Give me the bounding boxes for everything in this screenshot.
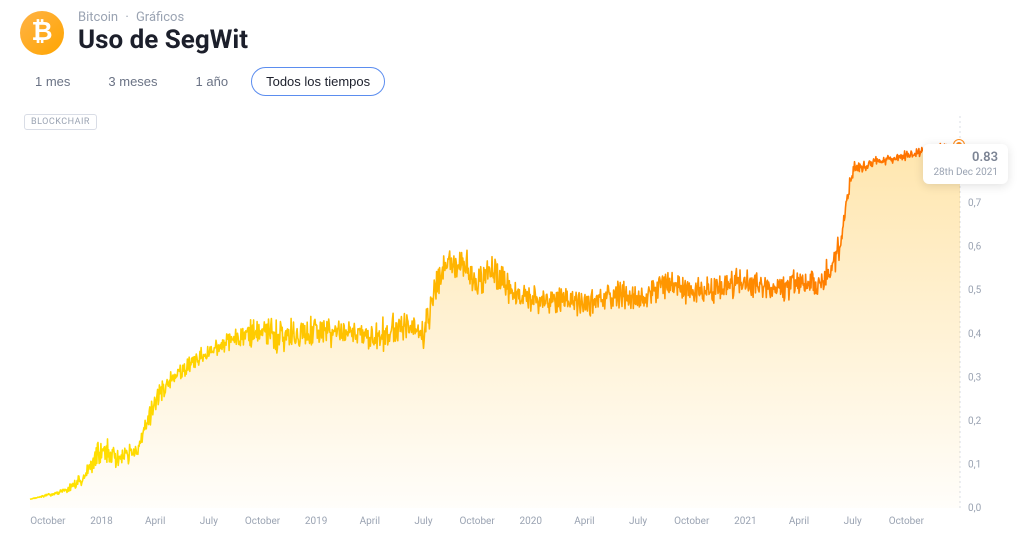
svg-text:April: April xyxy=(574,516,594,527)
tooltip-date: 28th Dec 2021 xyxy=(933,167,998,178)
svg-text:2019: 2019 xyxy=(305,516,327,527)
svg-text:July: July xyxy=(414,516,432,527)
tooltip-value: 0.83 xyxy=(933,150,998,165)
svg-text:0,5: 0,5 xyxy=(968,285,982,296)
svg-text:July: July xyxy=(844,516,862,527)
svg-text:October: October xyxy=(30,516,66,527)
tab-all[interactable]: Todos los tiempos xyxy=(251,67,385,96)
svg-text:2021: 2021 xyxy=(734,516,756,527)
svg-text:0,7: 0,7 xyxy=(968,198,982,209)
svg-text:0,2: 0,2 xyxy=(968,416,982,427)
svg-text:April: April xyxy=(360,516,380,527)
page-title: Uso de SegWit xyxy=(78,25,248,55)
svg-text:July: July xyxy=(200,516,218,527)
time-range-tabs: 1 mes 3 meses 1 año Todos los tiempos xyxy=(0,59,1024,108)
svg-text:0,1: 0,1 xyxy=(968,459,981,470)
breadcrumb-coin[interactable]: Bitcoin xyxy=(78,10,118,25)
watermark-badge: BLOCKCHAIR xyxy=(24,114,97,130)
breadcrumb: Bitcoin · Gráficos xyxy=(78,10,248,25)
svg-text:0,4: 0,4 xyxy=(968,329,982,340)
breadcrumb-sep: · xyxy=(125,10,128,25)
svg-text:2018: 2018 xyxy=(90,516,113,527)
svg-text:2020: 2020 xyxy=(520,516,543,527)
header: ₿ Bitcoin · Gráficos Uso de SegWit xyxy=(0,0,1024,59)
svg-text:0,6: 0,6 xyxy=(968,242,982,253)
svg-text:October: October xyxy=(245,516,281,527)
svg-text:October: October xyxy=(459,516,495,527)
tab-1y[interactable]: 1 año xyxy=(181,67,244,96)
breadcrumb-section[interactable]: Gráficos xyxy=(136,10,184,25)
svg-text:0,0: 0,0 xyxy=(968,503,982,514)
bitcoin-icon: ₿ xyxy=(20,11,64,55)
svg-text:October: October xyxy=(674,516,710,527)
svg-text:April: April xyxy=(145,516,165,527)
svg-text:October: October xyxy=(889,516,925,527)
tab-3m[interactable]: 3 meses xyxy=(93,67,172,96)
tab-1m[interactable]: 1 mes xyxy=(20,67,85,96)
svg-text:July: July xyxy=(629,516,647,527)
svg-text:April: April xyxy=(789,516,809,527)
chart-container: BLOCKCHAIR 0,0 0,1 0,2 0,3 0,4 0,5 0,6 0,7 Octob… xyxy=(16,108,1008,538)
svg-text:0,3: 0,3 xyxy=(968,372,981,383)
title-block: Bitcoin · Gráficos Uso de SegWit xyxy=(78,10,248,55)
hover-tooltip: 0.83 28th Dec 2021 xyxy=(923,144,1008,184)
segwit-usage-chart[interactable]: 0,0 0,1 0,2 0,3 0,4 0,5 0,6 0,7 October 2018 April… xyxy=(16,108,1008,538)
